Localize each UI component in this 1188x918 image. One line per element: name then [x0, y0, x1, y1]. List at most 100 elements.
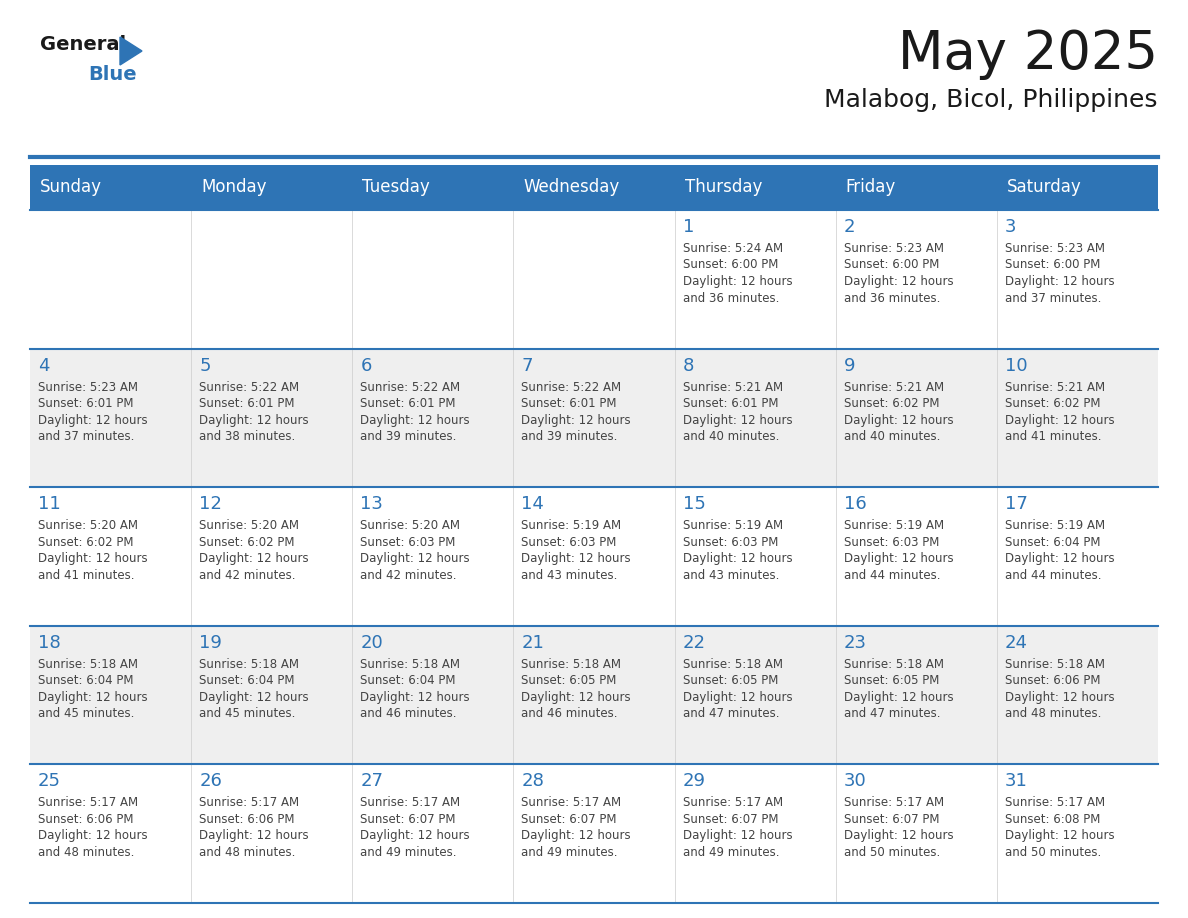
Text: and 37 minutes.: and 37 minutes.	[1005, 292, 1101, 305]
Text: Sunset: 6:01 PM: Sunset: 6:01 PM	[38, 397, 133, 410]
Bar	[675, 349, 835, 487]
Bar	[997, 765, 1158, 903]
Text: Daylight: 12 hours: Daylight: 12 hours	[522, 414, 631, 427]
Bar	[675, 765, 835, 903]
Text: Sunset: 6:04 PM: Sunset: 6:04 PM	[1005, 536, 1100, 549]
Text: Sunrise: 5:18 AM: Sunrise: 5:18 AM	[1005, 658, 1105, 671]
Text: Daylight: 12 hours: Daylight: 12 hours	[200, 553, 309, 565]
Text: 19: 19	[200, 633, 222, 652]
Text: Wednesday: Wednesday	[524, 178, 620, 196]
Bar	[30, 626, 191, 765]
Text: and 48 minutes.: and 48 minutes.	[1005, 707, 1101, 721]
Text: Sunrise: 5:21 AM: Sunrise: 5:21 AM	[1005, 381, 1105, 394]
Text: and 37 minutes.: and 37 minutes.	[38, 431, 134, 443]
Text: and 40 minutes.: and 40 minutes.	[843, 431, 940, 443]
Text: Sunrise: 5:18 AM: Sunrise: 5:18 AM	[38, 658, 138, 671]
Text: 22: 22	[683, 633, 706, 652]
Bar	[191, 487, 353, 626]
Text: Sunrise: 5:20 AM: Sunrise: 5:20 AM	[200, 520, 299, 532]
Text: Sunrise: 5:19 AM: Sunrise: 5:19 AM	[1005, 520, 1105, 532]
Text: 18: 18	[38, 633, 61, 652]
Text: Monday: Monday	[201, 178, 266, 196]
Text: Sunrise: 5:18 AM: Sunrise: 5:18 AM	[683, 658, 783, 671]
Text: 4: 4	[38, 356, 50, 375]
Text: Sunrise: 5:20 AM: Sunrise: 5:20 AM	[360, 520, 460, 532]
Text: Sunset: 6:02 PM: Sunset: 6:02 PM	[200, 536, 295, 549]
Text: Sunrise: 5:23 AM: Sunrise: 5:23 AM	[1005, 242, 1105, 255]
Text: Daylight: 12 hours: Daylight: 12 hours	[843, 414, 953, 427]
Text: and 50 minutes.: and 50 minutes.	[843, 845, 940, 859]
Text: Sunrise: 5:17 AM: Sunrise: 5:17 AM	[360, 797, 461, 810]
Bar	[513, 626, 675, 765]
Bar	[30, 210, 191, 349]
Text: 3: 3	[1005, 218, 1017, 236]
Text: 27: 27	[360, 772, 384, 790]
Text: Daylight: 12 hours: Daylight: 12 hours	[200, 829, 309, 843]
Text: Sunrise: 5:23 AM: Sunrise: 5:23 AM	[843, 242, 943, 255]
Bar	[997, 210, 1158, 349]
Bar	[513, 165, 675, 210]
Text: Sunrise: 5:17 AM: Sunrise: 5:17 AM	[38, 797, 138, 810]
Bar	[513, 487, 675, 626]
Text: Sunset: 6:03 PM: Sunset: 6:03 PM	[360, 536, 456, 549]
Bar	[835, 349, 997, 487]
Text: Sunset: 6:07 PM: Sunset: 6:07 PM	[843, 813, 940, 826]
Bar	[675, 626, 835, 765]
Bar	[513, 765, 675, 903]
Text: Sunrise: 5:21 AM: Sunrise: 5:21 AM	[683, 381, 783, 394]
Text: Tuesday: Tuesday	[362, 178, 430, 196]
Text: Sunset: 6:06 PM: Sunset: 6:06 PM	[1005, 675, 1100, 688]
Bar	[835, 765, 997, 903]
Text: and 36 minutes.: and 36 minutes.	[843, 292, 940, 305]
Text: Sunrise: 5:18 AM: Sunrise: 5:18 AM	[200, 658, 299, 671]
Text: 9: 9	[843, 356, 855, 375]
Text: Sunrise: 5:21 AM: Sunrise: 5:21 AM	[843, 381, 943, 394]
Text: Sunrise: 5:23 AM: Sunrise: 5:23 AM	[38, 381, 138, 394]
Text: and 46 minutes.: and 46 minutes.	[360, 707, 456, 721]
Text: 13: 13	[360, 495, 384, 513]
Bar	[191, 210, 353, 349]
Text: Blue: Blue	[88, 65, 137, 84]
Bar	[675, 210, 835, 349]
Text: Sunday: Sunday	[40, 178, 102, 196]
Text: Daylight: 12 hours: Daylight: 12 hours	[522, 829, 631, 843]
Bar	[30, 487, 191, 626]
Text: Daylight: 12 hours: Daylight: 12 hours	[38, 829, 147, 843]
Bar	[353, 349, 513, 487]
Text: 7: 7	[522, 356, 533, 375]
Text: Daylight: 12 hours: Daylight: 12 hours	[683, 275, 792, 288]
Bar	[675, 487, 835, 626]
Text: Daylight: 12 hours: Daylight: 12 hours	[843, 829, 953, 843]
Text: and 44 minutes.: and 44 minutes.	[1005, 568, 1101, 582]
Bar	[30, 765, 191, 903]
Bar	[353, 626, 513, 765]
Bar	[353, 487, 513, 626]
Text: Sunrise: 5:19 AM: Sunrise: 5:19 AM	[843, 520, 943, 532]
Text: Sunrise: 5:19 AM: Sunrise: 5:19 AM	[683, 520, 783, 532]
Text: Sunrise: 5:18 AM: Sunrise: 5:18 AM	[843, 658, 943, 671]
Text: 11: 11	[38, 495, 61, 513]
Text: Sunrise: 5:17 AM: Sunrise: 5:17 AM	[1005, 797, 1105, 810]
Text: 8: 8	[683, 356, 694, 375]
Text: Sunrise: 5:18 AM: Sunrise: 5:18 AM	[522, 658, 621, 671]
Text: Daylight: 12 hours: Daylight: 12 hours	[38, 553, 147, 565]
Text: Sunset: 6:01 PM: Sunset: 6:01 PM	[360, 397, 456, 410]
Text: Thursday: Thursday	[684, 178, 762, 196]
Bar	[353, 165, 513, 210]
Text: and 49 minutes.: and 49 minutes.	[683, 845, 779, 859]
Text: Sunset: 6:00 PM: Sunset: 6:00 PM	[843, 259, 939, 272]
Text: Saturday: Saturday	[1007, 178, 1081, 196]
Bar	[835, 210, 997, 349]
Text: Daylight: 12 hours: Daylight: 12 hours	[360, 553, 470, 565]
Text: and 44 minutes.: and 44 minutes.	[843, 568, 940, 582]
Text: 6: 6	[360, 356, 372, 375]
Text: Sunrise: 5:20 AM: Sunrise: 5:20 AM	[38, 520, 138, 532]
Text: and 42 minutes.: and 42 minutes.	[360, 568, 456, 582]
Text: Daylight: 12 hours: Daylight: 12 hours	[683, 553, 792, 565]
Text: Daylight: 12 hours: Daylight: 12 hours	[38, 691, 147, 704]
Text: Daylight: 12 hours: Daylight: 12 hours	[1005, 829, 1114, 843]
Text: Sunset: 6:07 PM: Sunset: 6:07 PM	[360, 813, 456, 826]
Text: Sunrise: 5:19 AM: Sunrise: 5:19 AM	[522, 520, 621, 532]
Text: Daylight: 12 hours: Daylight: 12 hours	[683, 829, 792, 843]
Bar	[997, 487, 1158, 626]
